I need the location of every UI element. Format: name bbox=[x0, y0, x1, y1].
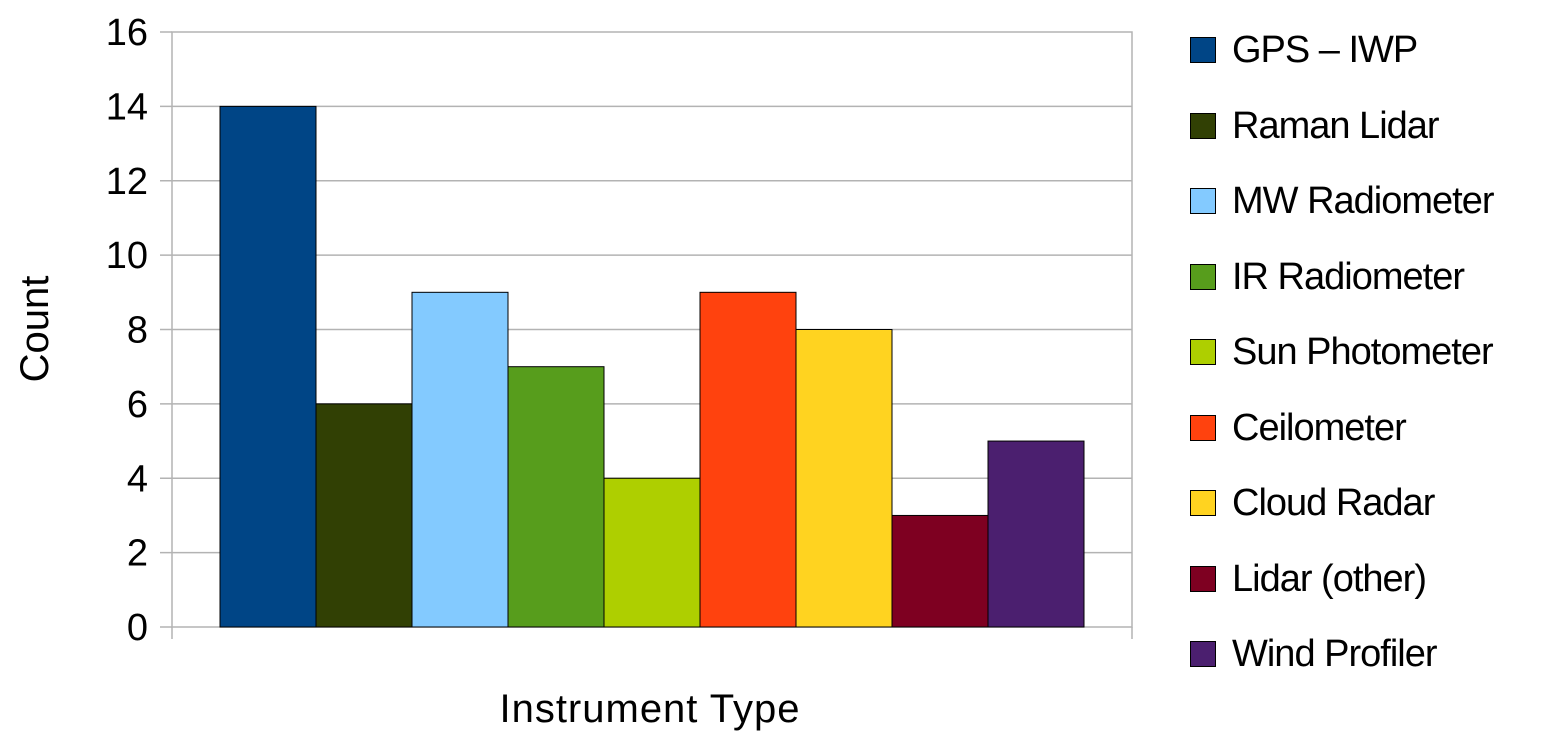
x-axis-title: Instrument Type bbox=[499, 687, 800, 731]
y-tick-label: 16 bbox=[106, 12, 148, 54]
legend-label: IR Radiometer bbox=[1232, 255, 1465, 298]
bar-cloud-radar bbox=[795, 329, 893, 628]
legend-label: MW Radiometer bbox=[1232, 180, 1494, 222]
legend-swatch bbox=[1190, 188, 1216, 214]
y-tick-label: 2 bbox=[127, 533, 148, 575]
legend-item: Lidar (other) bbox=[1190, 549, 1427, 609]
bar-wind-profiler bbox=[987, 440, 1085, 628]
legend-label: Ceilometer bbox=[1232, 406, 1407, 449]
legend-label: Wind Profiler bbox=[1232, 633, 1437, 675]
bar-ceilometer bbox=[699, 291, 797, 628]
y-tick-label: 10 bbox=[106, 235, 148, 277]
y-tick-label: 8 bbox=[127, 310, 148, 352]
legend-label: GPS – IWP bbox=[1232, 29, 1418, 71]
legend-item: Cloud Radar bbox=[1190, 473, 1435, 533]
legend-swatch bbox=[1190, 565, 1216, 592]
legend-item: Ceilometer bbox=[1190, 398, 1407, 458]
y-tick-label: 14 bbox=[106, 86, 148, 128]
y-tick-label: 4 bbox=[127, 458, 148, 500]
bars bbox=[219, 105, 1085, 628]
bar-gps-iwp bbox=[219, 105, 317, 628]
legend-swatch bbox=[1190, 490, 1216, 516]
legend-swatch bbox=[1190, 339, 1216, 365]
legend-swatch bbox=[1190, 112, 1216, 139]
y-tick-labels: 0 2 4 6 8 10 12 14 16 bbox=[106, 12, 148, 649]
y-tick-label: 0 bbox=[127, 607, 148, 649]
legend-item: GPS – IWP bbox=[1190, 20, 1418, 80]
legend-swatch bbox=[1190, 641, 1216, 667]
legend-label: Cloud Radar bbox=[1232, 482, 1435, 524]
legend-label: Lidar (other) bbox=[1232, 557, 1427, 600]
legend-swatch bbox=[1190, 414, 1216, 441]
legend-label: Sun Photometer bbox=[1232, 331, 1494, 373]
bar-raman-lidar bbox=[315, 403, 413, 628]
legend-label: Raman Lidar bbox=[1232, 104, 1440, 147]
legend-swatch bbox=[1190, 263, 1216, 290]
legend-item: Wind Profiler bbox=[1190, 624, 1437, 684]
legend-item: Raman Lidar bbox=[1190, 96, 1440, 156]
legend-item: MW Radiometer bbox=[1190, 171, 1494, 231]
y-axis-title: Count bbox=[13, 276, 57, 383]
legend-item: Sun Photometer bbox=[1190, 322, 1494, 382]
bar-ir-radiometer bbox=[507, 366, 605, 628]
legend-swatch bbox=[1190, 37, 1216, 63]
bar-mw-radiometer bbox=[411, 291, 509, 628]
bar-lidar-other bbox=[891, 514, 989, 628]
bar-sun-photometer bbox=[603, 477, 701, 628]
legend-item: IR Radiometer bbox=[1190, 247, 1465, 307]
y-tick-label: 12 bbox=[106, 161, 148, 203]
y-tick-label: 6 bbox=[127, 384, 148, 426]
